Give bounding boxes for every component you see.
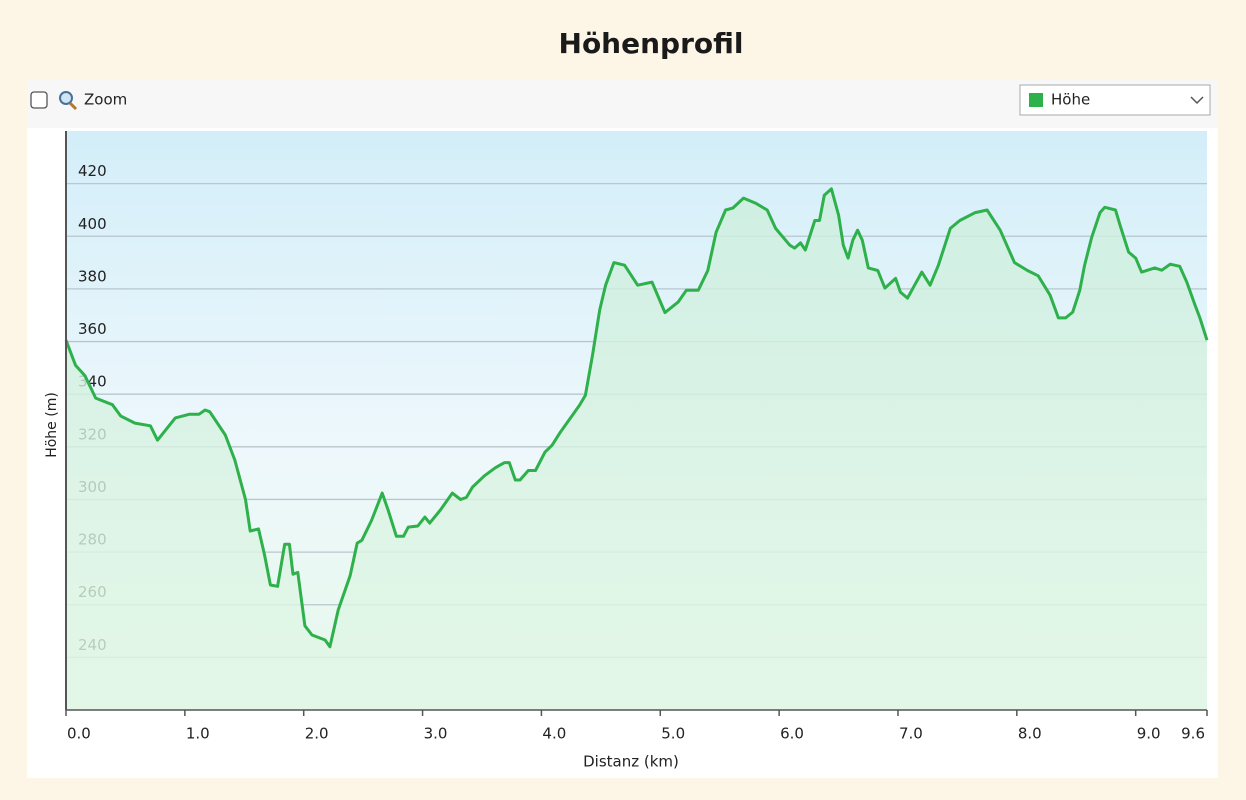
chart-title: Höhenprofil — [559, 27, 744, 60]
legend-swatch — [1029, 93, 1043, 107]
x-tick-label: 9.6 — [1181, 725, 1205, 743]
legend-label[interactable]: Höhe — [1051, 91, 1090, 109]
elevation-line — [64, 187, 1209, 649]
x-tick-label: 0.0 — [67, 725, 91, 743]
dropdown-chevron — [1190, 96, 1204, 105]
x-axis-label: Distanz (km) — [583, 753, 679, 771]
x-tick-label: 6.0 — [780, 725, 804, 743]
x-tick-label: 8.0 — [1018, 725, 1042, 743]
y-tick-label: 360 — [78, 320, 107, 338]
y-tick-label: 420 — [78, 162, 107, 180]
x-tick-label: 1.0 — [186, 725, 210, 743]
series-dropdown[interactable]: Höhe — [1019, 84, 1211, 116]
y-tick-label: 400 — [78, 215, 107, 233]
x-tick-label: 2.0 — [305, 725, 329, 743]
x-tick-label: 4.0 — [542, 725, 566, 743]
y-tick-label: 380 — [78, 267, 107, 285]
x-tick-label: 5.0 — [661, 725, 685, 743]
y-axis-label: Höhe (m) — [44, 392, 60, 458]
dropdown-box[interactable] — [1019, 84, 1211, 116]
zoom-label[interactable]: Zoom — [84, 91, 127, 109]
x-tick-label: 7.0 — [899, 725, 923, 743]
x-tick-label: 9.0 — [1137, 725, 1161, 743]
x-tick-label: 3.0 — [424, 725, 448, 743]
zoom-icon — [59, 91, 78, 111]
zoom-checkbox[interactable] — [30, 91, 48, 109]
elevation-area — [66, 188, 1207, 710]
